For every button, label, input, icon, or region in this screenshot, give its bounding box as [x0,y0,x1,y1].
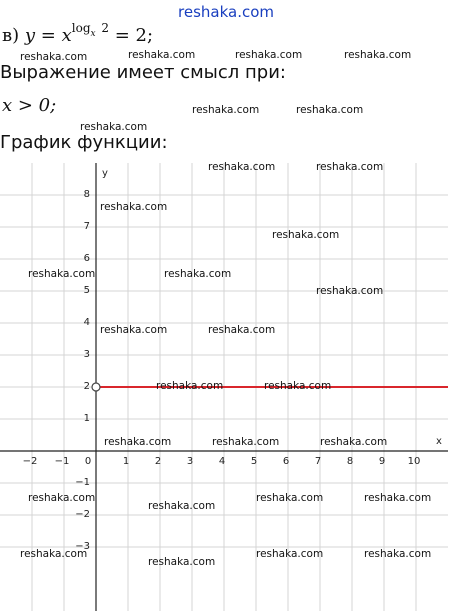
watermark: reshaka.com [156,380,223,392]
watermark: reshaka.com [100,201,167,213]
y-tick-label: 5 [84,285,90,296]
x-tick-label: 3 [187,456,193,467]
x-axis-label: x [436,436,442,447]
y-tick-label: 7 [84,221,90,232]
watermark: reshaka.com [364,548,431,560]
watermark: reshaka.com [316,285,383,297]
exp-sub: x [91,29,96,39]
site-header: reshaka.com [178,3,274,21]
y-tick-label: 8 [84,189,90,200]
watermark: reshaka.com [192,104,259,116]
watermark: reshaka.com [320,436,387,448]
x-tick-label: 0 [85,456,91,467]
graph-heading: График функции: [0,132,168,153]
y-tick-label: −3 [75,541,90,552]
watermark: reshaka.com [272,229,339,241]
y-tick-label: 4 [84,317,90,328]
x-tick-label: 4 [219,456,225,467]
y-tick-label: 2 [84,381,90,392]
x-tick-label: 8 [347,456,353,467]
x-tick-label: 9 [379,456,385,467]
watermark: reshaka.com [148,500,215,512]
exp-arg: 2 [101,21,109,35]
watermark: reshaka.com [164,268,231,280]
y-tick-label: 1 [84,413,90,424]
exp-base: log [72,21,91,35]
x-tick-label: 5 [251,456,257,467]
watermark: reshaka.com [20,548,87,560]
open-point [91,382,101,392]
watermark: reshaka.com [212,436,279,448]
watermark: reshaka.com [364,492,431,504]
y-tick-label: −2 [75,509,90,520]
y-tick-label: −1 [75,477,90,488]
watermark: reshaka.com [148,556,215,568]
watermark: reshaka.com [344,49,411,61]
problem-lhs: y = x [24,25,72,46]
watermark: reshaka.com [256,492,323,504]
domain: x > 0; [2,95,56,116]
problem-label: в) [2,25,19,46]
x-tick-label: 10 [408,456,421,467]
x-tick-label: 2 [155,456,161,467]
watermark: reshaka.com [100,324,167,336]
watermark: reshaka.com [28,492,95,504]
x-tick-label: 1 [123,456,129,467]
watermark: reshaka.com [296,104,363,116]
problem: в) y = xlogx 2 = 2; [2,16,153,46]
watermark: reshaka.com [20,51,87,63]
watermark: reshaka.com [208,161,275,173]
x-tick-label: 6 [283,456,289,467]
watermark: reshaka.com [128,49,195,61]
watermark: reshaka.com [28,268,95,280]
watermark: reshaka.com [316,161,383,173]
watermark: reshaka.com [104,436,171,448]
domain-heading: Выражение имеет смысл при: [0,62,286,83]
x-tick-label: −1 [55,456,70,467]
x-tick-label: −2 [23,456,38,467]
watermark: reshaka.com [80,121,147,133]
watermark: reshaka.com [235,49,302,61]
watermarks: reshaka.com reshaka.com reshaka.com reshaka… [20,49,431,568]
y-tick-label: 6 [84,253,90,264]
watermark: reshaka.com [264,380,331,392]
graph: −2 −1 0 1 2 3 4 5 6 7 8 9 10 −3 −2 −1 1 2 3 4 5 6 7 8 x y [0,163,448,611]
y-tick-label: 3 [84,349,90,360]
problem-rhs: = 2; [115,25,153,46]
watermark: reshaka.com [208,324,275,336]
x-tick-label: 7 [315,456,321,467]
y-axis-label: y [102,168,108,179]
watermark: reshaka.com [256,548,323,560]
